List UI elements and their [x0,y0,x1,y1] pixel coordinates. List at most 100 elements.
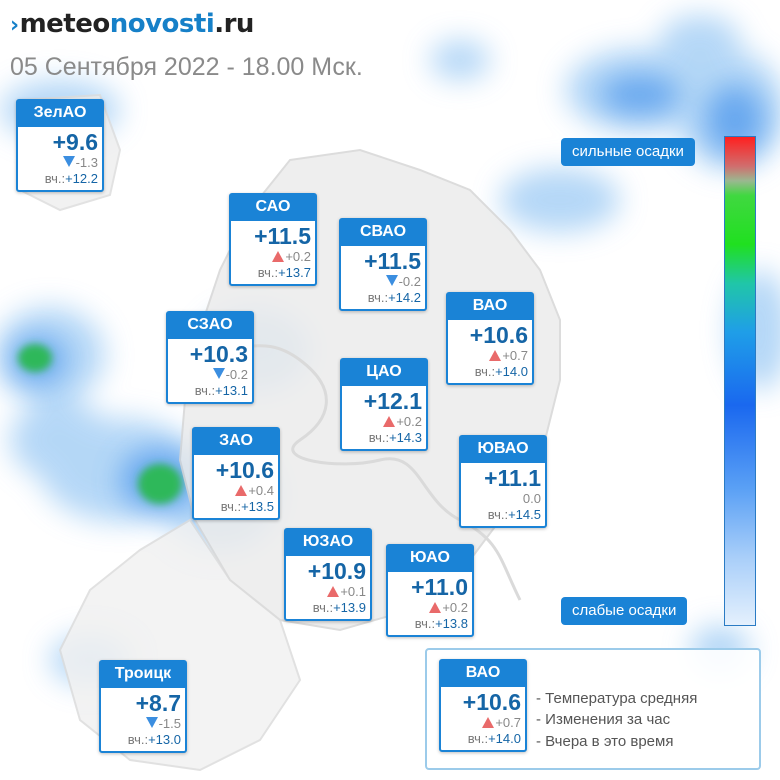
yesterday-label: вч.: [194,383,216,398]
district-name: ЦАО [342,360,426,386]
change-value: +0.7 [495,715,521,730]
district-change: +0.1 [286,584,370,600]
district-temp: +10.3 [189,341,248,367]
district-name: ЮЗАО [286,530,370,556]
change-value: +0.4 [248,483,274,498]
change-value: -0.2 [398,274,421,289]
logo-text-novosti: novosti [109,9,215,39]
yesterday-value: +13.0 [148,732,181,747]
district-temp: +10.6 [469,322,528,348]
district-tile-zao: ЗАО +10.6 +0.4 вч.:+13.5 [192,427,280,520]
district-name: ЗелАО [18,101,102,127]
yesterday-label: вч.: [414,616,436,631]
change-value: +0.7 [502,348,528,363]
trend-triangle-icon [383,416,396,427]
change-value: -1.5 [158,716,181,731]
district-temp: +12.1 [363,388,422,414]
district-tile-yuao: ЮАО +11.0 +0.2 вч.:+13.8 [386,544,474,637]
yesterday-label: вч.: [220,499,242,514]
district-change: +0.7 [441,715,525,731]
district-tile-svao: СВАО +11.5 -0.2 вч.:+14.2 [339,218,427,311]
district-temp: +10.9 [307,558,366,584]
trend-triangle-icon [327,586,340,597]
trend-triangle-icon [212,368,225,379]
yesterday-value: +14.3 [389,430,422,445]
district-temp: +8.7 [135,690,181,716]
district-tile-zelao: ЗелАО +9.6 -1.3 вч.:+12.2 [16,99,104,192]
yesterday-value: +13.8 [435,616,468,631]
site-logo: ›meteonovosti.ru [10,8,254,42]
district-yesterday: вч.:+13.0 [101,732,185,751]
change-value: -1.3 [75,155,98,170]
district-temp: +10.6 [215,457,274,483]
trend-triangle-icon [489,350,502,361]
yesterday-value: +14.2 [388,290,421,305]
district-tile-sao: САО +11.5 +0.2 вч.:+13.7 [229,193,317,286]
district-name: ВАО [448,294,532,320]
district-change: -0.2 [168,367,252,383]
change-value: +0.2 [442,600,468,615]
scale-label-heavy: сильные осадки [561,138,695,166]
trend-triangle-icon [385,275,398,286]
district-yesterday: вч.:+14.0 [441,731,525,750]
district-tile-troitsk: Троицк +8.7 -1.5 вч.:+13.0 [99,660,187,753]
district-yesterday: вч.:+13.9 [286,600,370,619]
yesterday-value: +13.5 [241,499,274,514]
district-name: СЗАО [168,313,252,339]
district-name: САО [231,195,315,221]
district-yesterday: вч.:+13.5 [194,499,278,518]
district-name: ЗАО [194,429,278,455]
yesterday-value: +13.9 [333,600,366,615]
date-line: 05 Сентября 2022 - 18.00 Мск. [10,53,363,81]
yesterday-value: +14.5 [508,507,541,522]
change-value: +0.2 [396,414,422,429]
district-change: -1.5 [101,716,185,732]
district-change: +0.7 [448,348,532,364]
precipitation-peak [18,344,182,504]
district-yesterday: вч.:+13.1 [168,383,252,402]
legend-line-temperature: - Температура средняя [536,690,698,707]
district-yesterday: вч.:+13.7 [231,265,315,284]
district-change: +0.2 [342,414,426,430]
trend-triangle-icon [482,717,495,728]
change-value: +0.1 [340,584,366,599]
logo-text-domain: .ru [214,9,254,39]
logo-mark: › [10,13,19,38]
change-value: -0.2 [225,367,248,382]
legend-line-change: - Изменения за час [536,711,671,728]
district-name: ВАО [441,661,525,687]
yesterday-label: вч.: [367,290,389,305]
district-change: -0.2 [341,274,425,290]
yesterday-label: вч.: [368,430,390,445]
trend-triangle-icon [145,717,158,728]
yesterday-value: +13.1 [215,383,248,398]
yesterday-label: вч.: [487,507,509,522]
district-name: СВАО [341,220,425,246]
district-temp: +11.5 [364,248,421,274]
yesterday-label: вч.: [257,265,279,280]
district-tile-szao: СЗАО +10.3 -0.2 вч.:+13.1 [166,311,254,404]
trend-triangle-icon [272,251,285,262]
district-tile-yuzao: ЮЗАО +10.9 +0.1 вч.:+13.9 [284,528,372,621]
district-change: +0.4 [194,483,278,499]
logo-text-meteo: meteo [19,9,111,39]
district-name: ЮВАО [461,437,545,463]
district-temp: +10.6 [462,689,521,715]
yesterday-value: +12.2 [65,171,98,186]
legend-sample-tile: ВАО +10.6 +0.7 вч.:+14.0 [439,659,527,752]
district-name: ЮАО [388,546,472,572]
district-temp: +11.0 [411,574,468,600]
district-tile-yuvao: ЮВАО +11.1 0.0 вч.:+14.5 [459,435,547,528]
yesterday-value: +13.7 [278,265,311,280]
yesterday-value: +14.0 [495,364,528,379]
district-change: +0.2 [388,600,472,616]
district-yesterday: вч.:+14.0 [448,364,532,383]
district-yesterday: вч.:+14.3 [342,430,426,449]
legend-line-yesterday: - Вчера в это время [536,733,674,750]
yesterday-label: вч.: [127,732,149,747]
district-tile-vao: ВАО +10.6 +0.7 вч.:+14.0 [446,292,534,385]
trend-triangle-icon [429,602,442,613]
district-temp: +11.5 [254,223,311,249]
change-value: +0.2 [285,249,311,264]
scale-label-light: слабые осадки [561,597,688,625]
